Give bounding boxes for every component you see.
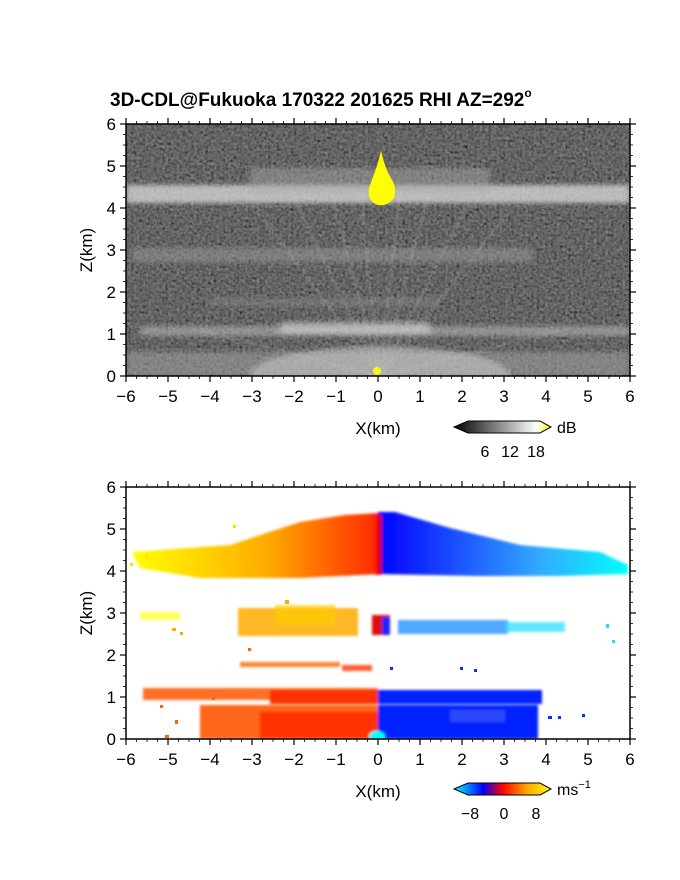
x-tick-label: 5 (583, 750, 592, 769)
velocity-image (126, 487, 630, 739)
x-tick-label: 6 (625, 750, 634, 769)
x-tick-label: 4 (541, 750, 550, 769)
y-tick-label: 6 (107, 115, 116, 134)
colorbar-unit: dB (557, 420, 577, 437)
x-tick-label: −4 (200, 750, 219, 769)
x-tick-label: 6 (625, 387, 634, 406)
x-tick-label: 0 (373, 387, 382, 406)
x-tick-label: −6 (116, 750, 135, 769)
colorbar-unit: ms−1 (557, 779, 591, 799)
velocity-panel: −6 −5 −4 −3 −2 −1 0 1 2 3 4 5 6 0 1 2 3 4 5 6 X(km) Z(km) m… (77, 478, 636, 823)
x-tick-label: 2 (457, 750, 466, 769)
colorbar-tick: 0 (500, 806, 509, 823)
velocity-colorbar: ms−1 −8 0 8 (452, 779, 591, 823)
x-tick-label: −5 (158, 387, 177, 406)
reflectivity-layer-3km (132, 248, 532, 262)
reflectivity-colorbar: dB 6 12 18 (452, 420, 577, 461)
x-axis-label: X(km) (355, 782, 400, 801)
x-tick-label: −1 (326, 387, 345, 406)
colorbar-tick: 6 (481, 444, 490, 461)
x-tick-label: −2 (284, 750, 303, 769)
colorbar-tick: −8 (461, 806, 479, 823)
x-tick-label: 5 (583, 387, 592, 406)
y-tick-label: 0 (107, 367, 116, 386)
y-tick-label: 1 (107, 688, 116, 707)
velocity-layer-4km-approaching (132, 513, 380, 578)
y-tick-label: 2 (107, 646, 116, 665)
x-tick-label: 1 (415, 750, 424, 769)
reflectivity-peak (368, 150, 396, 206)
colorbar-tick: 8 (532, 806, 541, 823)
velocity-layer-1km-right (378, 690, 542, 704)
colorbar-tick: 12 (501, 444, 519, 461)
x-tick-label: 0 (373, 750, 382, 769)
x-tick-label: −6 (116, 387, 135, 406)
y-tick-label: 4 (107, 562, 116, 581)
velocity-layer-4km-receding (378, 512, 628, 576)
colorbar-tick: 18 (527, 444, 545, 461)
velocity-layer-3km-right (398, 620, 508, 634)
y-axis-label: Z(km) (77, 591, 96, 635)
x-tick-label: −4 (200, 387, 219, 406)
x-tick-label: 1 (415, 387, 424, 406)
x-tick-label: −5 (158, 750, 177, 769)
y-tick-label: 6 (107, 478, 116, 497)
x-tick-label: −3 (242, 750, 261, 769)
x-tick-label: 4 (541, 387, 550, 406)
y-tick-label: 5 (107, 157, 116, 176)
y-tick-label: 1 (107, 325, 116, 344)
x-tick-label: 3 (499, 387, 508, 406)
y-axis-label: Z(km) (77, 228, 96, 272)
x-tick-label: −3 (242, 387, 261, 406)
y-tick-label: 5 (107, 520, 116, 539)
figure-title: 3D-CDL@Fukuoka 170322 201625 RHI AZ=292o (110, 86, 532, 111)
y-tick-label: 3 (107, 604, 116, 623)
y-tick-label: 0 (107, 730, 116, 749)
x-tick-label: 2 (457, 387, 466, 406)
y-tick-label: 3 (107, 241, 116, 260)
x-tick-label: −2 (284, 387, 303, 406)
y-tick-label: 4 (107, 199, 116, 218)
x-tick-label: 3 (499, 750, 508, 769)
reflectivity-image (126, 124, 630, 376)
x-tick-label: −1 (326, 750, 345, 769)
y-tick-label: 2 (107, 283, 116, 302)
x-axis-label: X(km) (355, 419, 400, 438)
